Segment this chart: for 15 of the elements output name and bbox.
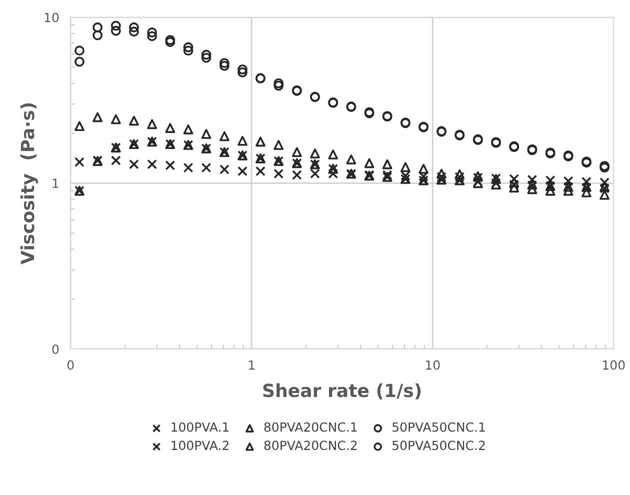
x-tick-label: 0 (67, 360, 74, 370)
x-axis-title: Shear rate (1/s) (263, 383, 421, 400)
x-tick-label: 100 (603, 360, 625, 370)
y-tick-label: 1 (52, 178, 58, 188)
y-axis-title: Viscosity (Pa·s) (20, 103, 38, 264)
x-tick-label: 1 (248, 360, 254, 370)
y-tick-label: 10 (44, 12, 59, 22)
legend-label: 50PVA50CNC.2 (392, 440, 485, 450)
legend-label: 100PVA.2 (172, 440, 228, 450)
y-tick-label: 0 (52, 344, 59, 354)
x-tick-label: 10 (426, 360, 440, 370)
legend-label: 80PVA20CNC.1 (264, 422, 357, 432)
legend-label: 50PVA50CNC.1 (392, 422, 485, 432)
legend-label: 80PVA20CNC.2 (264, 440, 357, 450)
legend-label: 100PVA.1 (172, 422, 229, 432)
